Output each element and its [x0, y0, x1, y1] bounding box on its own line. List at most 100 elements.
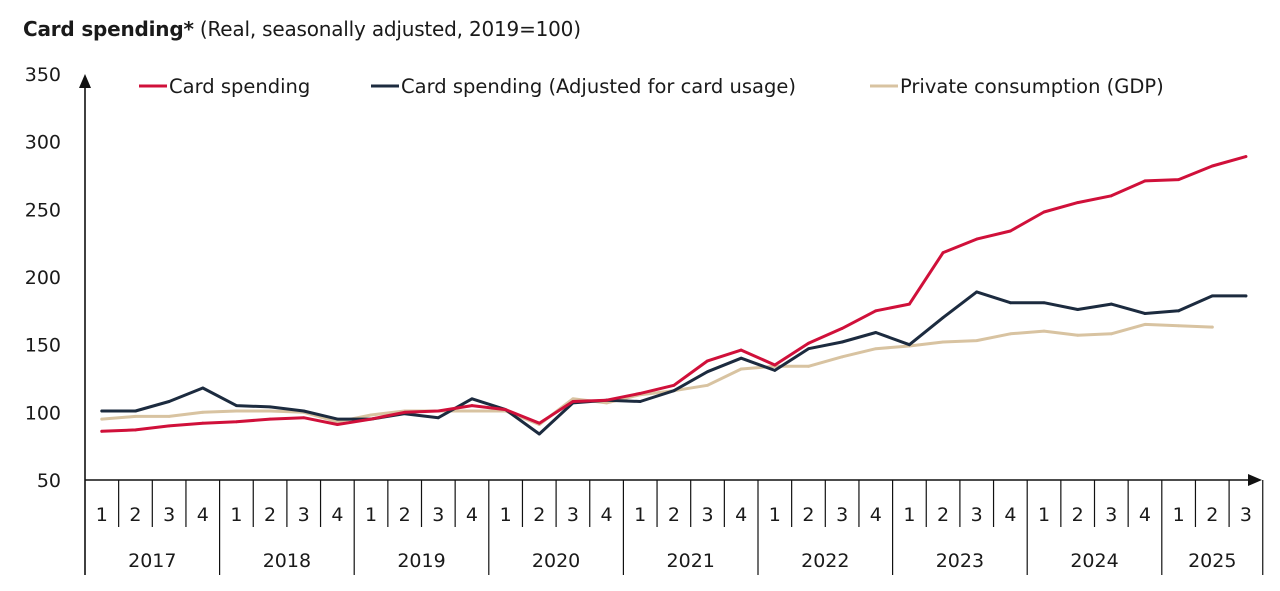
data-point: [302, 409, 306, 413]
data-point: [302, 416, 306, 420]
data-point: [941, 251, 945, 255]
data-point: [1210, 164, 1214, 168]
data-point: [100, 409, 104, 413]
data-point: [504, 408, 508, 412]
data-point: [470, 409, 474, 413]
quarter-label: 1: [634, 504, 646, 526]
data-point: [369, 413, 373, 417]
year-label: 2020: [532, 550, 580, 572]
chart-title-main: Card spending*: [23, 17, 194, 41]
quarter-label: 1: [769, 504, 781, 526]
data-point: [1109, 332, 1113, 336]
quarter-label: 3: [432, 504, 444, 526]
data-point: [403, 410, 407, 414]
data-point: [1076, 201, 1080, 204]
quarter-label: 2: [129, 504, 141, 526]
data-point: [908, 343, 911, 347]
data-point: [1008, 301, 1012, 305]
data-point: [1177, 324, 1181, 328]
quarter-label: 4: [331, 504, 343, 526]
data-point: [1177, 309, 1181, 313]
data-point: [571, 397, 575, 401]
year-label: 2025: [1188, 550, 1236, 572]
data-point: [975, 237, 979, 241]
data-point: [470, 397, 474, 401]
quarter-label: 3: [567, 504, 579, 526]
quarter-label: 3: [701, 504, 713, 526]
data-point: [807, 347, 810, 351]
data-point: [134, 428, 137, 432]
data-point: [672, 383, 676, 387]
data-point: [739, 356, 743, 360]
quarter-label: 3: [163, 504, 175, 526]
data-point: [167, 400, 171, 403]
quarter-label: 2: [668, 504, 680, 526]
data-point: [201, 421, 205, 425]
quarter-label: 3: [971, 504, 983, 526]
quarter-label: 1: [500, 504, 512, 526]
data-point: [1143, 322, 1147, 326]
legend: Card spending Card spending (Adjusted for…: [139, 75, 1164, 98]
chart-title: Card spending* (Real, seasonally adjuste…: [23, 17, 581, 41]
data-point: [975, 290, 979, 294]
year-label: 2018: [263, 550, 311, 572]
year-label: 2023: [936, 550, 984, 572]
data-point: [268, 417, 272, 421]
quarter-label: 2: [399, 504, 411, 526]
data-point: [100, 429, 104, 433]
data-point: [1109, 194, 1113, 198]
data-point: [840, 355, 844, 359]
data-point: [470, 404, 474, 407]
series-lines: [100, 155, 1248, 436]
data-point: [1143, 312, 1147, 315]
x-axis-arrow-icon: [1248, 474, 1262, 486]
year-label: 2021: [667, 550, 715, 572]
data-point: [1244, 294, 1248, 298]
quarter-label: 3: [298, 504, 310, 526]
quarter-label: 3: [836, 504, 848, 526]
data-point: [773, 363, 777, 367]
quarter-label: 2: [1072, 504, 1084, 526]
quarter-label: 2: [937, 504, 949, 526]
quarter-label: 4: [870, 504, 882, 526]
quarter-label: 4: [735, 504, 747, 526]
data-point: [167, 424, 171, 428]
series-line-private-consumption-gdp: [100, 322, 1214, 426]
y-tick-label: 150: [25, 335, 61, 357]
data-point: [706, 359, 709, 363]
data-point: [537, 421, 541, 425]
y-tick-label: 200: [25, 267, 61, 289]
y-tick-label: 250: [25, 199, 61, 221]
data-point: [335, 420, 339, 424]
quarter-label: 3: [1105, 504, 1117, 526]
legend-item: Card spending: [139, 75, 310, 98]
data-point: [908, 302, 911, 306]
quarter-label: 1: [365, 504, 377, 526]
quarter-label: 1: [903, 504, 915, 526]
data-point: [268, 409, 272, 413]
data-point: [605, 398, 608, 402]
legend-item: Card spending (Adjusted for card usage): [371, 75, 796, 98]
data-point: [235, 409, 238, 413]
year-label: 2022: [801, 550, 849, 572]
data-point: [201, 410, 205, 414]
data-point: [1210, 325, 1214, 329]
data-point: [1008, 229, 1012, 233]
data-point: [840, 327, 844, 330]
data-point: [1109, 302, 1113, 306]
data-point: [436, 416, 440, 420]
quarter-label: 4: [601, 504, 613, 526]
data-point: [706, 383, 709, 387]
quarter-label: 4: [1004, 504, 1016, 526]
data-point: [672, 389, 676, 393]
data-point: [100, 417, 104, 421]
y-tick-label: 350: [25, 64, 61, 86]
data-point: [638, 400, 642, 403]
year-label: 2017: [128, 550, 176, 572]
y-axis-ticks: 350 300 250 200 150 100 50: [25, 64, 61, 492]
data-point: [807, 341, 810, 345]
data-point: [537, 432, 541, 436]
data-point: [739, 348, 743, 352]
